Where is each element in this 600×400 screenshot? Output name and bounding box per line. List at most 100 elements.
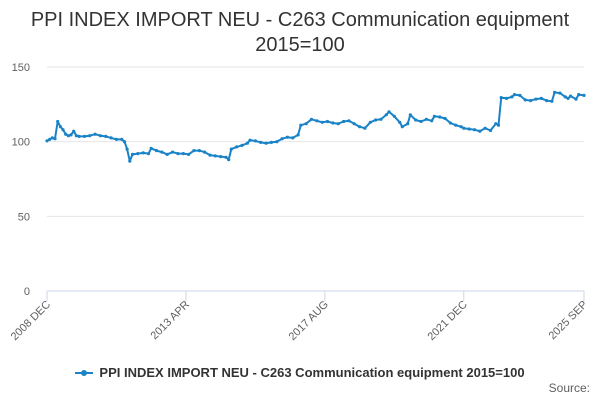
data-point[interactable]: [122, 140, 127, 144]
data-point[interactable]: [253, 139, 257, 143]
data-point[interactable]: [523, 98, 527, 102]
data-point[interactable]: [74, 134, 78, 138]
data-point[interactable]: [264, 141, 268, 145]
data-point[interactable]: [499, 96, 503, 100]
data-point[interactable]: [240, 143, 244, 147]
data-point[interactable]: [309, 117, 314, 121]
data-point[interactable]: [315, 119, 319, 123]
data-point[interactable]: [443, 116, 447, 121]
data-point[interactable]: [227, 158, 231, 162]
data-point[interactable]: [235, 145, 239, 149]
data-point[interactable]: [478, 129, 482, 133]
data-point[interactable]: [61, 128, 65, 132]
data-point[interactable]: [488, 128, 493, 133]
data-point[interactable]: [424, 117, 428, 121]
data-point[interactable]: [154, 149, 159, 153]
data-point[interactable]: [82, 134, 86, 138]
legend-item[interactable]: PPI INDEX IMPORT NEU - C263 Communicatio…: [75, 365, 525, 380]
data-point[interactable]: [504, 96, 509, 100]
data-point[interactable]: [582, 93, 586, 97]
data-point[interactable]: [160, 150, 164, 154]
data-point[interactable]: [406, 122, 410, 126]
data-point[interactable]: [384, 113, 388, 117]
data-point[interactable]: [128, 159, 132, 163]
data-point[interactable]: [88, 134, 92, 138]
data-point[interactable]: [104, 134, 108, 138]
data-point[interactable]: [419, 119, 423, 124]
data-point[interactable]: [392, 114, 396, 118]
data-point[interactable]: [93, 132, 97, 136]
data-point[interactable]: [219, 155, 223, 159]
data-point[interactable]: [130, 152, 135, 156]
data-point[interactable]: [72, 129, 76, 133]
data-point[interactable]: [374, 118, 378, 122]
data-point[interactable]: [299, 123, 303, 127]
data-point[interactable]: [56, 119, 60, 124]
data-point[interactable]: [64, 132, 68, 136]
data-point[interactable]: [483, 126, 487, 130]
data-point[interactable]: [114, 137, 119, 141]
data-point[interactable]: [285, 135, 289, 139]
data-point[interactable]: [331, 121, 335, 125]
data-point[interactable]: [53, 137, 57, 141]
data-point[interactable]: [224, 155, 228, 159]
data-point[interactable]: [165, 152, 169, 156]
data-point[interactable]: [208, 153, 212, 157]
data-point[interactable]: [248, 138, 252, 142]
data-point[interactable]: [558, 91, 562, 95]
data-point[interactable]: [149, 146, 153, 150]
data-point[interactable]: [69, 133, 73, 137]
data-point[interactable]: [347, 119, 351, 123]
data-point[interactable]: [304, 122, 308, 126]
data-point[interactable]: [109, 136, 113, 140]
data-point[interactable]: [58, 125, 63, 129]
data-point[interactable]: [320, 120, 324, 124]
data-point[interactable]: [342, 119, 346, 124]
data-point[interactable]: [553, 90, 557, 94]
data-point[interactable]: [48, 137, 52, 141]
legend[interactable]: PPI INDEX IMPORT NEU - C263 Communicatio…: [0, 365, 600, 381]
data-point[interactable]: [534, 97, 538, 101]
data-point[interactable]: [512, 93, 517, 97]
data-point[interactable]: [171, 150, 175, 154]
data-point[interactable]: [325, 119, 330, 124]
data-point[interactable]: [569, 94, 573, 98]
data-point[interactable]: [125, 147, 129, 151]
data-point[interactable]: [454, 123, 458, 127]
data-point[interactable]: [213, 154, 217, 158]
data-point[interactable]: [352, 122, 356, 126]
data-point[interactable]: [566, 96, 570, 100]
data-point[interactable]: [146, 152, 151, 156]
data-point[interactable]: [398, 120, 402, 124]
data-point[interactable]: [563, 95, 567, 99]
data-point[interactable]: [387, 110, 391, 114]
data-point[interactable]: [529, 99, 533, 103]
data-point[interactable]: [77, 134, 81, 138]
data-point[interactable]: [462, 126, 466, 130]
data-point[interactable]: [187, 152, 191, 156]
data-point[interactable]: [414, 118, 418, 122]
data-point[interactable]: [50, 136, 54, 140]
data-point[interactable]: [467, 127, 471, 131]
data-point[interactable]: [400, 125, 404, 129]
data-point[interactable]: [496, 123, 501, 127]
data-point[interactable]: [459, 125, 463, 129]
data-point[interactable]: [192, 149, 196, 153]
data-point[interactable]: [291, 136, 295, 140]
data-point[interactable]: [518, 93, 522, 97]
data-point[interactable]: [245, 141, 249, 145]
data-point[interactable]: [45, 139, 49, 143]
data-point[interactable]: [545, 99, 549, 103]
data-point[interactable]: [336, 122, 340, 126]
data-point[interactable]: [259, 140, 263, 144]
data-point[interactable]: [275, 140, 279, 144]
data-point[interactable]: [510, 95, 514, 99]
data-point[interactable]: [120, 137, 124, 141]
data-point[interactable]: [438, 115, 442, 119]
data-point[interactable]: [229, 147, 233, 151]
data-point[interactable]: [197, 149, 201, 153]
data-point[interactable]: [448, 121, 452, 125]
data-point[interactable]: [136, 152, 140, 156]
data-point[interactable]: [363, 126, 367, 130]
data-point[interactable]: [296, 133, 300, 137]
